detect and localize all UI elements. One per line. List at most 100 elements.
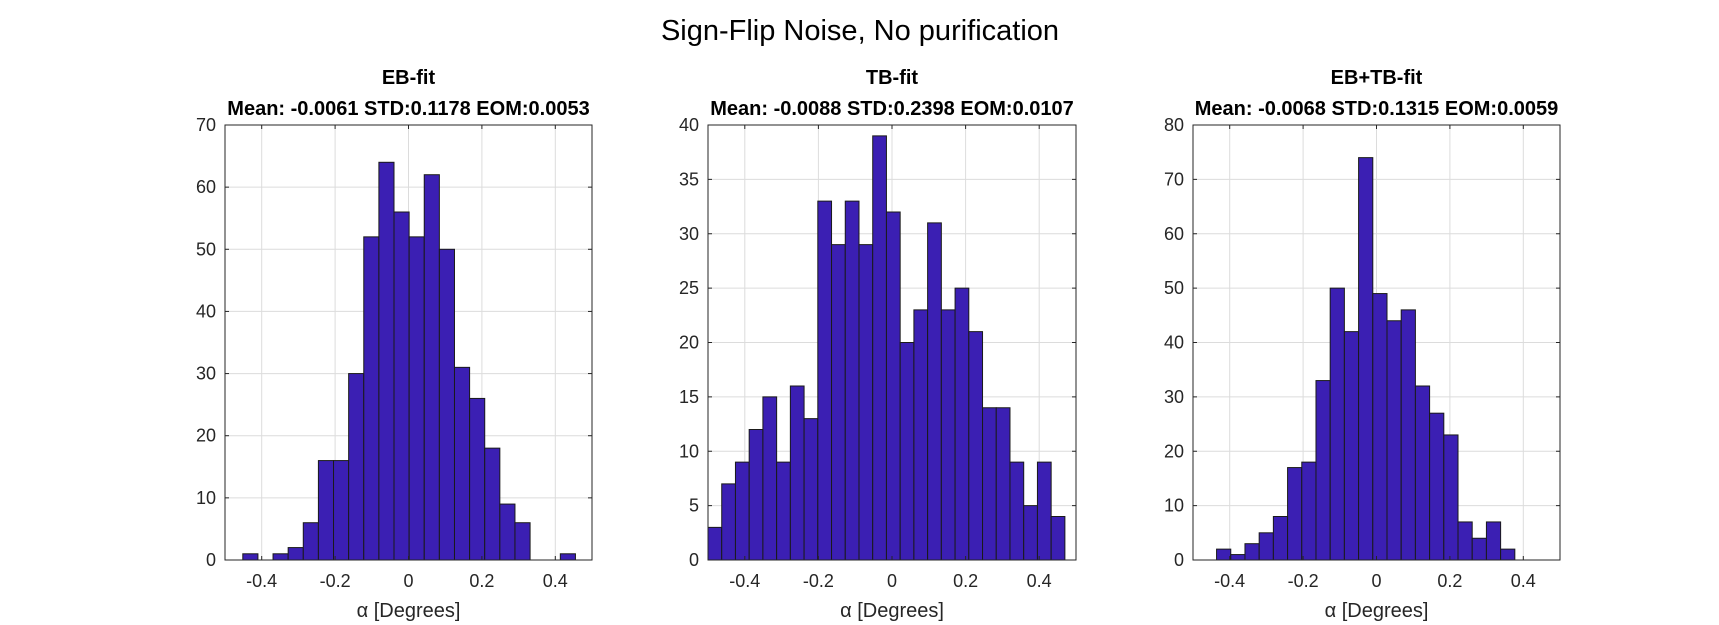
x-tick-label: -0.4	[1214, 571, 1245, 591]
histogram-bar	[317, 460, 335, 561]
histogram-bar	[438, 248, 455, 561]
histogram-bar	[1471, 537, 1487, 561]
figure-title: Sign-Flip Noise, No purification	[661, 15, 1059, 47]
y-tick-label: 50	[196, 239, 216, 259]
x-axis-label: α [Degrees]	[840, 600, 944, 622]
histogram-bar	[1443, 434, 1459, 561]
panel-3: -0.4 -0.2 0 0.2 0.4 0 10 20 30 40 50 60 70 80 EB+TB-fi…	[1164, 67, 1561, 622]
panel-title: EB+TB-fit	[1331, 67, 1423, 89]
histogram-bar	[1230, 554, 1246, 561]
histogram-bar	[1050, 516, 1066, 561]
histogram-bar	[1372, 293, 1388, 561]
histogram-bar	[393, 211, 410, 561]
histogram-bar	[1244, 543, 1260, 561]
histogram-bar	[1036, 461, 1052, 561]
y-tick-label: 30	[679, 224, 699, 244]
histogram-bar	[748, 429, 764, 561]
histogram-bar	[803, 418, 819, 561]
histogram-bar	[762, 396, 778, 561]
histogram-bar	[1315, 380, 1331, 561]
y-tick-label: 10	[1164, 496, 1184, 516]
y-tick-label: 0	[206, 550, 216, 570]
histogram-bar	[378, 161, 395, 561]
histogram-bar	[1329, 287, 1345, 561]
y-tick-label: 10	[679, 441, 699, 461]
histogram-bar	[1023, 505, 1038, 561]
histogram-bar	[302, 522, 319, 561]
histogram-bar	[940, 309, 956, 561]
histogram-bar	[817, 200, 833, 561]
histogram-bar	[469, 397, 486, 561]
y-tick-label: 70	[1164, 169, 1184, 189]
histogram-bar	[1400, 309, 1416, 561]
histogram-bar	[1272, 516, 1289, 561]
y-tick-label: 50	[1164, 278, 1184, 298]
x-tick-label: -0.2	[320, 571, 351, 591]
y-tick-label: 20	[196, 426, 216, 446]
histogram-bar	[1009, 461, 1025, 561]
histogram-bar	[1500, 548, 1516, 561]
x-tick-label: 0.2	[469, 571, 494, 591]
histogram-bar	[484, 447, 501, 561]
histogram-bar	[872, 135, 887, 561]
histogram-bar	[982, 407, 997, 561]
histogram-bar	[776, 461, 791, 561]
histogram-bar	[927, 222, 942, 561]
y-tick-label: 40	[196, 301, 216, 321]
y-tick-label: 80	[1164, 115, 1184, 135]
histogram-bar	[885, 211, 901, 561]
histogram-bar	[1386, 320, 1402, 561]
panel-title: TB-fit	[866, 67, 919, 89]
histogram-bar	[408, 236, 425, 561]
histogram-bar	[1287, 467, 1303, 561]
histogram-bar	[333, 460, 350, 561]
panel-stats: Mean: -0.0068 STD:0.1315 EOM:0.0059	[1195, 98, 1559, 120]
x-tick-label: -0.4	[246, 571, 277, 591]
x-tick-label: -0.2	[1288, 571, 1319, 591]
histogram-bar	[1457, 521, 1473, 561]
histogram-bar	[721, 483, 736, 561]
x-axis-label: α [Degrees]	[1325, 600, 1429, 622]
y-tick-label: 20	[679, 333, 699, 353]
panel-stats: Mean: -0.0061 STD:0.1178 EOM:0.0053	[227, 98, 589, 120]
y-tick-label: 40	[1164, 333, 1184, 353]
histogram-bar	[1258, 532, 1274, 561]
y-tick-label: 10	[196, 488, 216, 508]
histogram-bar	[499, 503, 516, 561]
histogram-bar	[995, 407, 1011, 561]
histogram-bar	[1216, 548, 1232, 561]
histogram-bar	[348, 373, 365, 561]
y-tick-label: 70	[196, 115, 216, 135]
histogram-bar	[514, 522, 531, 561]
histogram-bar	[1485, 521, 1502, 561]
y-tick-label: 60	[1164, 224, 1184, 244]
x-tick-label: 0.4	[543, 571, 568, 591]
panel-1: -0.4 -0.2 0 0.2 0.4 0 10 20 30 40 50 60 70 EB-fit Mean…	[196, 67, 593, 622]
histogram-bar	[899, 342, 915, 561]
histogram-bar	[272, 553, 289, 561]
histogram-bar	[831, 244, 846, 561]
y-tick-label: 35	[679, 169, 699, 189]
y-tick-label: 30	[196, 364, 216, 384]
histogram-bar	[858, 244, 874, 561]
x-tick-label: 0	[1371, 571, 1381, 591]
y-tick-label: 0	[689, 550, 699, 570]
histogram-bar	[734, 461, 750, 561]
y-tick-label: 40	[679, 115, 699, 135]
histogram-bar	[968, 331, 984, 561]
histogram-bar	[423, 174, 440, 561]
histogram-bar	[559, 553, 576, 561]
x-tick-label: 0	[403, 571, 413, 591]
panel-2: -0.4 -0.2 0 0.2 0.4 0 5 10 15 20 25 30 35 40 TB-fit Mea…	[679, 67, 1077, 622]
x-tick-label: 0.4	[1027, 571, 1052, 591]
x-tick-label: 0.2	[953, 571, 978, 591]
histogram-bar	[1343, 331, 1360, 561]
y-tick-label: 20	[1164, 441, 1184, 461]
y-tick-label: 25	[679, 278, 699, 298]
y-tick-label: 5	[689, 496, 699, 516]
histogram-bar	[363, 236, 380, 561]
histogram-bar	[844, 200, 860, 561]
y-tick-label: 60	[196, 177, 216, 197]
y-tick-label: 0	[1174, 550, 1184, 570]
